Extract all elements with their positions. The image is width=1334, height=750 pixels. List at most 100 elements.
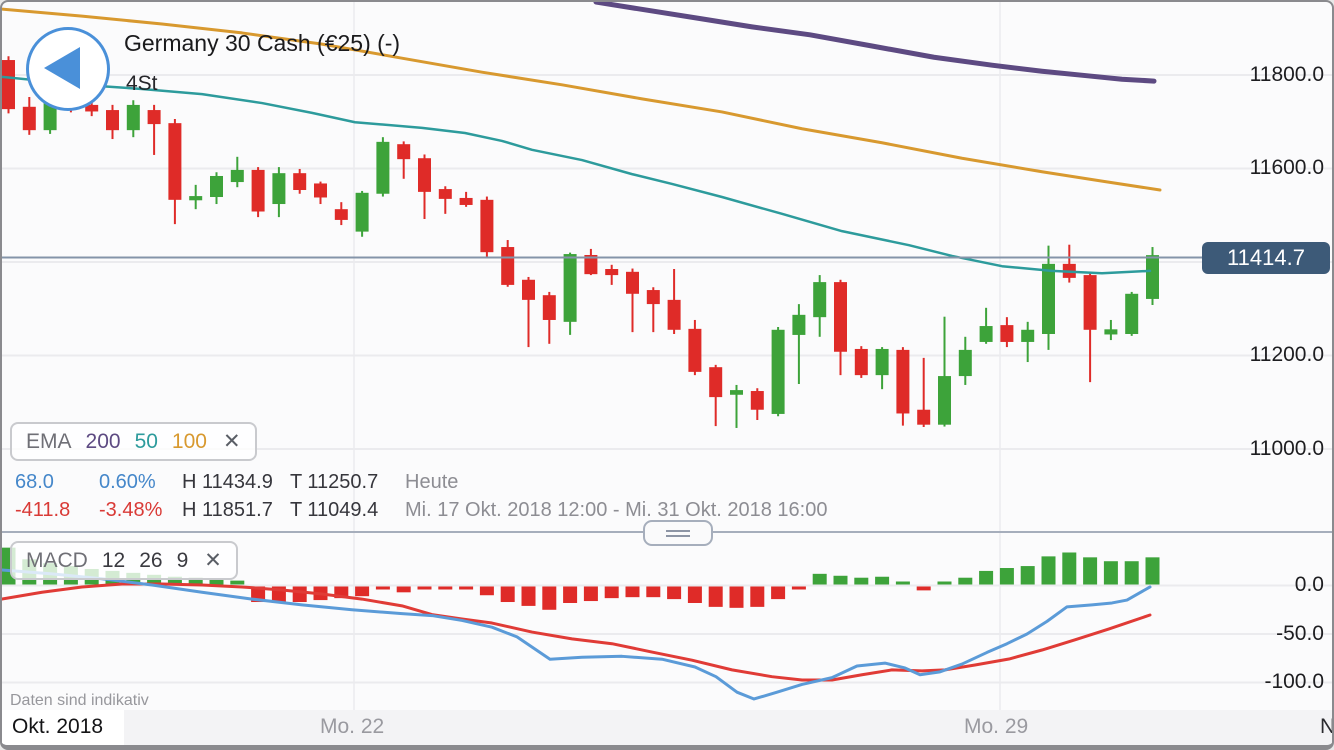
axis-tick-label: -50.0 — [1276, 622, 1324, 645]
candle-body — [771, 329, 785, 414]
candle-body — [251, 169, 265, 212]
candle-body — [272, 173, 286, 205]
candle-body — [875, 348, 889, 376]
time-axis: Okt. 2018 Mo. 22 Mo. 29 N — [2, 710, 1332, 745]
macd-histogram-bar — [771, 586, 786, 600]
time-axis-label-month: Okt. 2018 — [2, 710, 124, 745]
candle-body — [2, 60, 15, 110]
macd-histogram-bar — [438, 586, 453, 590]
macd-slow-param: 26 — [139, 548, 163, 572]
ema-chip-name: EMA — [26, 429, 72, 453]
change-percent: -3.48% — [99, 499, 163, 521]
macd-histogram-bar — [1145, 557, 1160, 585]
candle-body — [1104, 329, 1118, 335]
candle-body — [626, 271, 639, 294]
macd-line — [2, 568, 1152, 701]
candle-body — [1000, 325, 1014, 342]
ema-100-line — [2, 7, 1162, 192]
macd-histogram-bar — [750, 586, 765, 607]
macd-remove-icon[interactable]: ✕ — [204, 549, 222, 572]
candle-body — [168, 123, 182, 200]
candle-body — [667, 299, 681, 330]
macd-histogram-bar — [875, 576, 890, 585]
macd-histogram-bar — [521, 586, 536, 606]
back-button[interactable] — [26, 27, 110, 111]
macd-histogram-bar — [958, 577, 973, 585]
candle-body — [563, 254, 577, 322]
candle-body — [792, 314, 806, 335]
candle-body — [1146, 255, 1159, 299]
candle-body — [896, 349, 910, 414]
macd-histogram-bar — [937, 581, 952, 585]
candle-body — [979, 326, 993, 342]
candle-body — [22, 106, 36, 131]
candle-body — [522, 279, 535, 300]
ema-indicator-chip[interactable]: EMA 200 50 100 ✕ — [10, 422, 257, 461]
candle-body — [646, 290, 660, 305]
candle-body — [688, 328, 702, 372]
candle-body — [542, 295, 556, 320]
macd-histogram-bar — [542, 586, 557, 610]
candle-body — [1021, 329, 1035, 342]
macd-histogram-bar — [479, 586, 494, 596]
stats-row-today: 68.0 0.60% H 11434.9 T 11250.7 Heute — [2, 471, 902, 497]
candle-body — [210, 175, 223, 198]
macd-histogram-bar — [687, 586, 702, 603]
macd-chip-name: MACD — [26, 548, 88, 572]
macd-histogram-bar — [563, 586, 578, 603]
candle-body — [584, 254, 598, 275]
disclaimer-text: Daten sind indikativ — [10, 692, 149, 709]
candle-body — [938, 376, 951, 425]
candle-body — [85, 104, 99, 112]
candle-body — [314, 183, 327, 198]
ema-remove-icon[interactable]: ✕ — [222, 430, 241, 453]
axis-tick-label: 11000.0 — [1249, 437, 1324, 460]
axis-tick-label: 0.0 — [1294, 573, 1324, 596]
period-label: Heute — [405, 471, 459, 493]
axis-tick-label: 11800.0 — [1249, 63, 1324, 86]
change-value: -411.8 — [15, 499, 71, 521]
change-value: 68.0 — [15, 471, 54, 493]
macd-histogram-bar — [916, 586, 931, 591]
macd-histogram-bar — [355, 586, 370, 597]
time-axis-label: Mo. 22 — [320, 715, 385, 738]
macd-histogram-bar — [167, 576, 182, 585]
macd-histogram-bar — [979, 570, 994, 585]
macd-histogram-bar — [729, 586, 744, 608]
ema-100-param: 100 — [171, 429, 207, 453]
candle-body — [106, 110, 119, 131]
high-value: H 11434.9 — [182, 471, 273, 493]
ema-200-line — [593, 2, 1157, 84]
macd-histogram-bar — [396, 586, 411, 593]
macd-signal-line — [2, 582, 1152, 682]
macd-histogram-bar — [375, 586, 390, 590]
candle-body — [355, 192, 369, 232]
macd-histogram-bar — [209, 578, 224, 585]
macd-histogram-bar — [812, 573, 827, 585]
candle-body — [1083, 275, 1097, 330]
candle-body — [376, 141, 390, 194]
candle-body — [293, 173, 307, 191]
macd-indicator-chip[interactable]: MACD 12 26 9 ✕ — [10, 541, 238, 580]
candle-body — [813, 282, 827, 318]
macd-histogram-bar — [417, 586, 432, 590]
macd-histogram-bar — [708, 586, 723, 607]
macd-histogram-bar — [1041, 556, 1056, 585]
candle-body — [230, 169, 244, 183]
candle-body — [334, 209, 348, 220]
macd-histogram-bar — [791, 586, 806, 590]
macd-histogram-bar — [646, 586, 661, 598]
macd-histogram-bar — [625, 586, 640, 598]
candle-body — [438, 189, 452, 199]
ema-50-param: 50 — [134, 429, 158, 453]
macd-histogram-bar — [667, 586, 682, 600]
macd-histogram-bar — [500, 586, 515, 603]
panel-resize-handle[interactable] — [643, 520, 713, 546]
ema-50-line — [2, 75, 1152, 275]
axis-tick-label: 11200.0 — [1249, 343, 1324, 366]
candle-body — [126, 104, 140, 131]
candle-body — [917, 409, 931, 425]
back-arrow-icon — [44, 47, 80, 89]
macd-histogram-bar — [583, 586, 598, 602]
